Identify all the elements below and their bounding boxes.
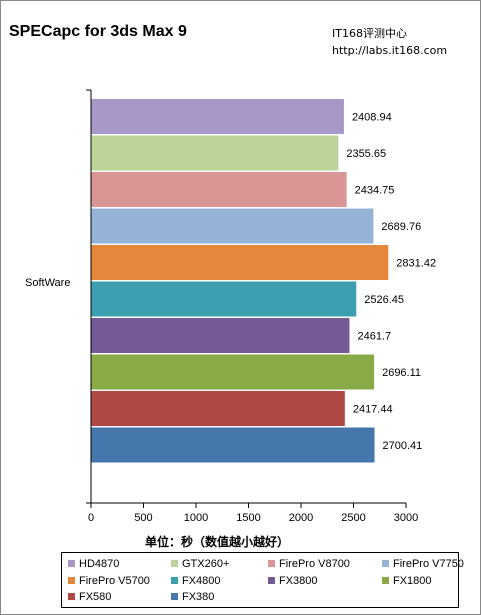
legend-label: FX380 (182, 591, 215, 603)
bar-fx3800 (91, 318, 350, 353)
bar-firepro-v5700 (91, 245, 389, 280)
legend-swatch (68, 592, 75, 600)
source-label: IT168评测中心 http://labs.it168.com (332, 25, 447, 59)
bar-fx4800 (91, 281, 357, 317)
legend-swatch (68, 576, 75, 584)
data-label: 2526.45 (364, 294, 404, 306)
legend-label: GTX260+ (182, 558, 230, 570)
legend-item: HD4870 (68, 556, 119, 572)
legend-item: FX580 (68, 589, 111, 605)
bar-fx580 (91, 391, 345, 426)
bar-firepro-v7750 (91, 208, 374, 244)
legend-label: FirePro V5700 (79, 575, 150, 587)
source-url: http://labs.it168.com (332, 44, 448, 57)
legend-label: FX1800 (393, 575, 432, 587)
x-tick-label: 2500 (341, 512, 365, 524)
bar-firepro-v8700 (91, 172, 347, 207)
source-name: IT168评测中心 (332, 27, 407, 40)
legend-item: FX380 (171, 589, 214, 605)
bar-gtx260- (91, 135, 339, 171)
bar-fx1800 (91, 354, 375, 390)
legend-swatch (382, 576, 389, 584)
legend-item: FX1800 (382, 573, 432, 589)
x-tick-label: 500 (134, 512, 152, 524)
data-label: 2700.41 (383, 440, 423, 452)
legend-item: FirePro V8700 (268, 556, 350, 572)
category-label: SoftWare (25, 277, 71, 289)
legend-label: FX4800 (182, 575, 221, 587)
bar-hd4870 (91, 99, 344, 134)
legend-swatch (268, 559, 275, 567)
x-tick-label: 1000 (184, 512, 208, 524)
legend-swatch (68, 559, 75, 567)
legend-item: FirePro V7750 (382, 556, 464, 572)
legend-label: HD4870 (79, 558, 120, 570)
data-label: 2831.42 (396, 258, 436, 270)
legend-label: FirePro V8700 (279, 558, 350, 570)
data-label: 2461.7 (357, 331, 391, 343)
x-tick-label: 2000 (289, 512, 313, 524)
legend-label: FirePro V7750 (393, 558, 464, 570)
x-tick-label: 0 (88, 512, 94, 524)
data-label: 2434.75 (355, 185, 395, 197)
x-axis-label: 单位：秒（数值越小越好） (145, 535, 290, 549)
data-label: 2689.76 (381, 221, 421, 233)
legend: HD4870 GTX260+ FirePro V8700 FirePro V7750 F… (61, 552, 464, 608)
legend-label: FX580 (79, 591, 112, 603)
data-label: 2417.44 (353, 404, 393, 416)
chart-title: SPECapc for 3ds Max 9 (9, 23, 187, 40)
legend-swatch (171, 559, 178, 567)
legend-swatch (171, 576, 178, 584)
legend-label: FX3800 (279, 575, 318, 587)
bar-fx380 (91, 427, 375, 463)
legend-swatch (382, 559, 389, 567)
legend-swatch (171, 592, 178, 600)
data-label: 2408.94 (352, 112, 392, 124)
legend-item: FX4800 (171, 573, 221, 589)
data-label: 2696.11 (382, 367, 421, 379)
data-label: 2355.65 (346, 148, 386, 160)
x-tick-label: 3000 (394, 512, 418, 524)
legend-item: FirePro V5700 (68, 573, 150, 589)
x-tick-label: 1500 (236, 512, 260, 524)
legend-item: GTX260+ (171, 556, 229, 572)
legend-item: FX3800 (268, 573, 318, 589)
legend-swatch (268, 576, 275, 584)
